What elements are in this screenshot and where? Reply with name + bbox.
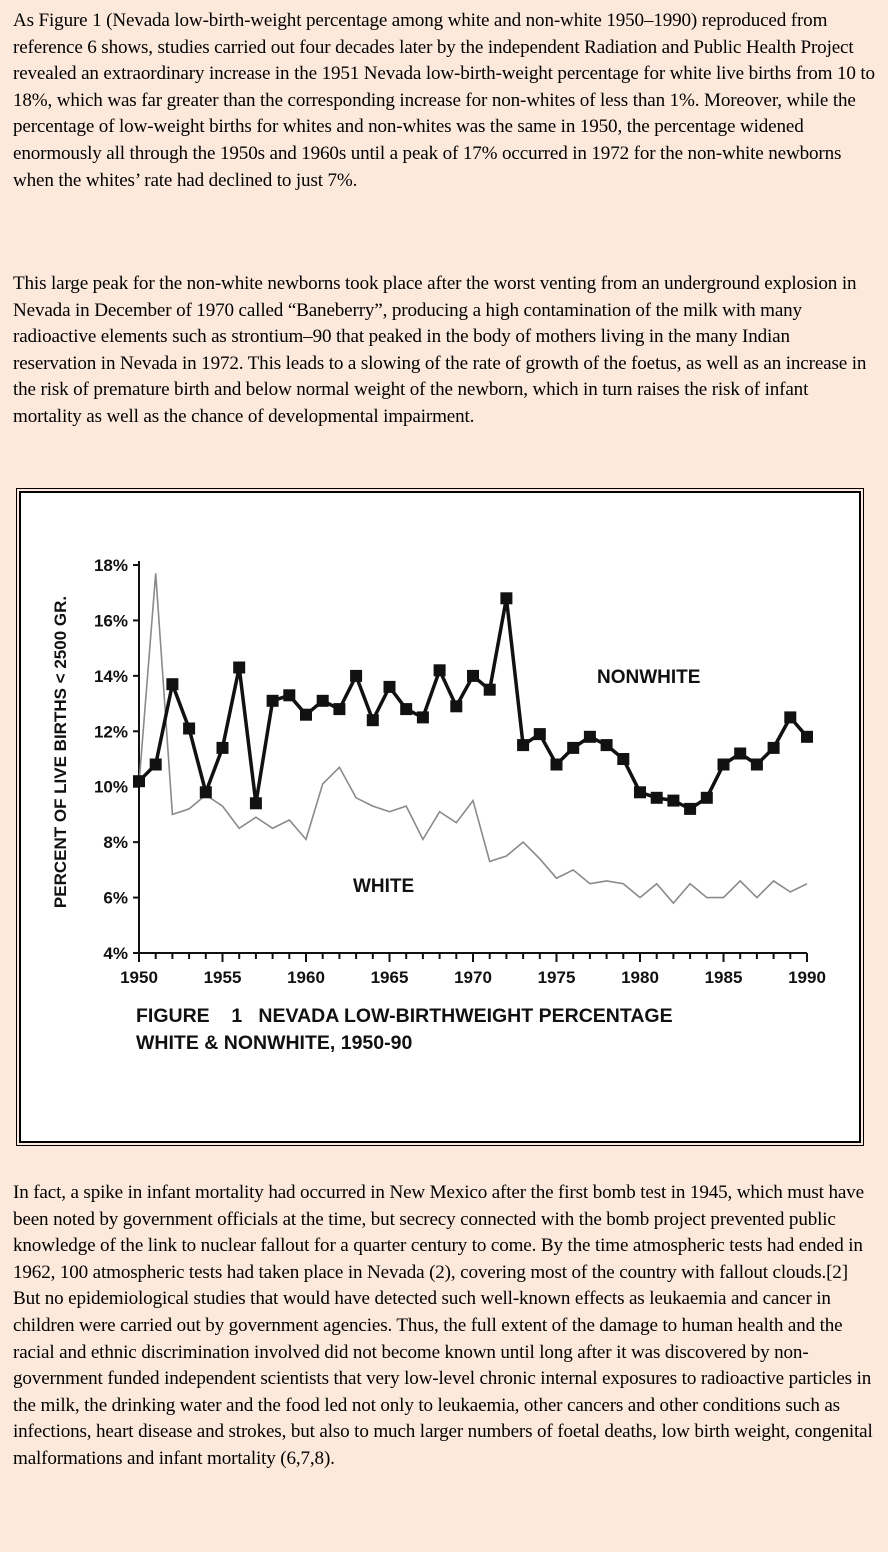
x-tick-label: 1960 — [287, 968, 325, 987]
data-point-nonwhite — [667, 794, 680, 807]
paragraph-new-mexico: In fact, a spike in infant mortality had… — [13, 1182, 873, 1469]
data-point-nonwhite — [784, 711, 797, 724]
x-tick-label: 1970 — [454, 968, 492, 987]
y-axis-title: PERCENT OF LIVE BIRTHS < 2500 GR. — [51, 596, 70, 908]
line-chart: PERCENT OF LIVE BIRTHS < 2500 GR. 4% 6% 8%… — [51, 556, 826, 1054]
data-point-nonwhite — [533, 728, 546, 741]
data-point-nonwhite — [617, 753, 630, 765]
data-point-nonwhite — [734, 747, 747, 760]
data-point-nonwhite — [149, 758, 162, 771]
data-point-nonwhite — [483, 683, 496, 696]
x-tick-label: 1950 — [120, 968, 158, 987]
data-point-nonwhite — [517, 739, 530, 752]
paragraph-intro: As Figure 1 (Nevada low-birth-weight per… — [13, 10, 875, 191]
x-tick-label: 1990 — [788, 968, 826, 987]
paragraph-baneberry: This large peak for the non-white newbor… — [13, 273, 867, 427]
data-point-nonwhite — [634, 786, 646, 799]
y-tick-label: 10% — [94, 778, 128, 797]
data-point-nonwhite — [500, 592, 513, 605]
x-tick-label: 1980 — [621, 968, 659, 987]
data-point-nonwhite — [583, 730, 596, 743]
x-tick-label: 1955 — [204, 968, 242, 987]
data-point-nonwhite — [700, 791, 713, 804]
y-tick-label: 4% — [103, 944, 128, 963]
data-point-nonwhite — [333, 703, 346, 716]
axes: 4% 6% 8% 10% 12% 14% 16% 18% 1950 1955 1960 1965 197… — [94, 556, 826, 987]
figure-1: PERCENT OF LIVE BIRTHS < 2500 GR. 4% 6% 8%… — [16, 488, 864, 1146]
y-axis-title-group: PERCENT OF LIVE BIRTHS < 2500 GR. — [51, 596, 70, 908]
y-tick-label: 12% — [94, 722, 128, 741]
data-point-nonwhite — [316, 694, 329, 707]
data-point-nonwhite — [600, 739, 613, 752]
data-point-nonwhite — [300, 708, 312, 721]
data-point-nonwhite — [383, 680, 396, 693]
series-label-nonwhite: NONWHITE — [597, 667, 700, 688]
y-tick-label: 14% — [94, 667, 128, 686]
series — [133, 573, 813, 905]
data-point-nonwhite — [233, 661, 246, 674]
data-point-nonwhite — [133, 775, 145, 788]
x-tick-label: 1965 — [371, 968, 409, 987]
data-point-nonwhite — [433, 664, 446, 677]
data-point-nonwhite — [550, 758, 563, 771]
x-tick-label: 1985 — [705, 968, 743, 987]
data-point-nonwhite — [467, 669, 479, 682]
data-point-nonwhite — [650, 791, 663, 804]
series-label-white: WHITE — [353, 876, 414, 897]
data-point-nonwhite — [366, 714, 379, 727]
data-point-nonwhite — [266, 694, 279, 707]
data-point-nonwhite — [416, 711, 429, 724]
data-point-nonwhite — [450, 700, 463, 713]
y-tick-label: 6% — [103, 889, 128, 908]
figure-caption-line2: WHITE & NONWHITE, 1950-90 — [136, 1032, 412, 1054]
data-point-nonwhite — [567, 741, 580, 754]
figure-caption-line1: FIGURE 1 NEVADA LOW-BIRTHWEIGHT PERCENTA… — [136, 1005, 673, 1027]
data-point-nonwhite — [767, 741, 780, 754]
data-point-nonwhite — [400, 703, 413, 716]
data-point-nonwhite — [283, 689, 296, 702]
x-tick-label: 1975 — [538, 968, 576, 987]
series-line-white — [138, 573, 808, 905]
data-point-nonwhite — [183, 722, 196, 735]
data-point-nonwhite — [199, 786, 212, 799]
data-point-nonwhite — [249, 797, 262, 810]
data-point-nonwhite — [717, 758, 730, 771]
data-point-nonwhite — [166, 678, 179, 691]
y-tick-label: 18% — [94, 556, 128, 575]
y-tick-label: 8% — [103, 833, 128, 852]
data-point-nonwhite — [801, 730, 813, 743]
data-point-nonwhite — [350, 669, 363, 682]
y-tick-label: 16% — [94, 611, 128, 630]
data-point-nonwhite — [750, 758, 763, 771]
data-point-nonwhite — [216, 741, 229, 754]
data-point-nonwhite — [684, 802, 697, 815]
series-line-nonwhite — [137, 597, 809, 811]
